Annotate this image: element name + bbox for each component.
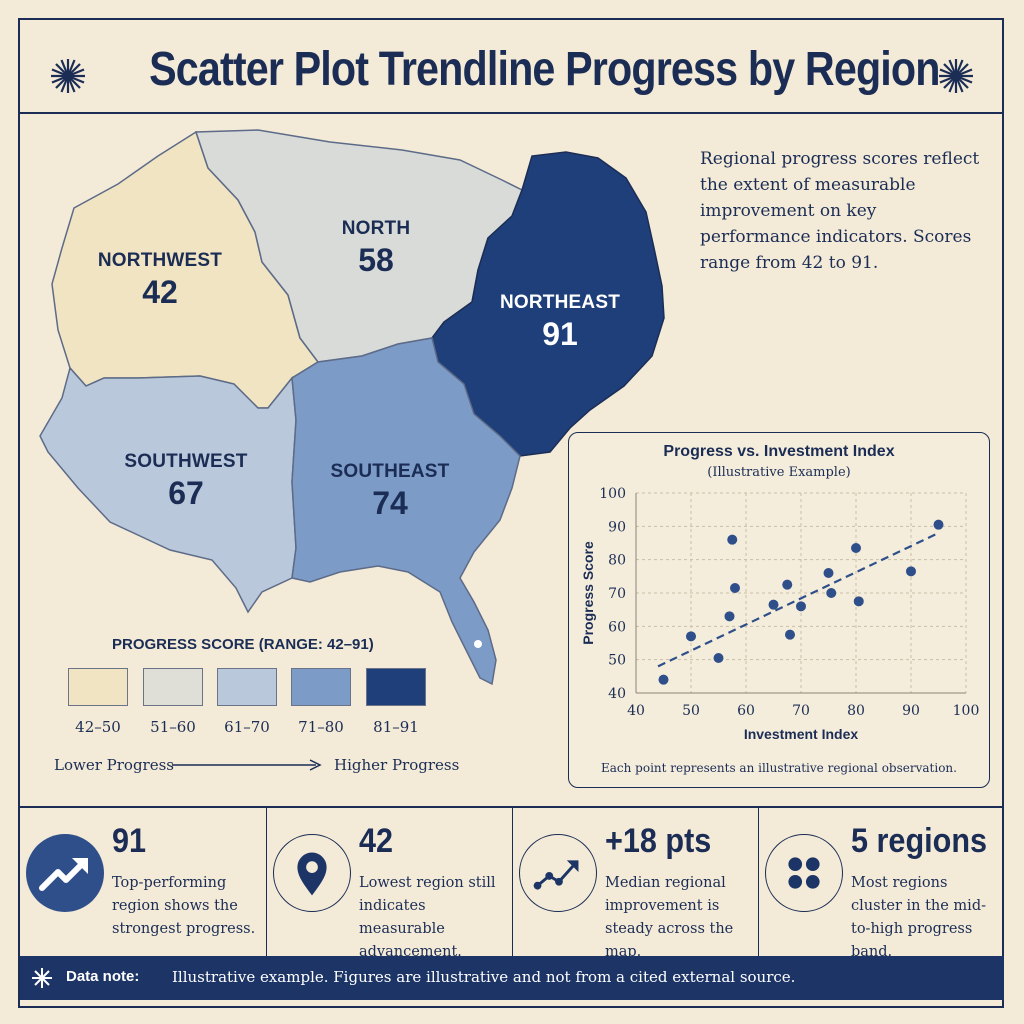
y-tick-label: 60	[608, 619, 626, 635]
four-dots-icon	[765, 834, 843, 912]
data-point	[782, 579, 793, 590]
stat-value: 5 regions	[851, 822, 988, 860]
region-label-southeast: SOUTHEAST 74	[290, 461, 490, 522]
data-point	[727, 534, 738, 545]
region-name: NORTHEAST	[499, 292, 621, 313]
x-axis-label: Investment Index	[744, 726, 859, 742]
scatter-chart-panel: 40 50 60 70 80 90 100 40 50 60 70 80 90 100 Investment…	[568, 432, 990, 788]
legend-low-label: Lower Progress	[54, 756, 174, 774]
legend-swatch	[291, 668, 351, 706]
y-tick-label: 40	[608, 686, 626, 702]
trendline	[657, 532, 939, 668]
intro-text: Regional progress scores reflect the ext…	[700, 149, 980, 273]
region-score: 74	[372, 485, 408, 521]
growth-chart-icon	[519, 834, 597, 912]
data-point	[933, 519, 944, 530]
stat-card: 91 Top-performing region shows the stron…	[20, 808, 266, 956]
stat-description: Top-performing region shows the stronges…	[112, 875, 256, 937]
stat-card: +18 pts Median regional improvement is s…	[512, 808, 758, 960]
x-tick-label: 70	[792, 703, 810, 719]
stat-value: 42	[359, 822, 394, 860]
data-point	[851, 543, 861, 553]
y-tick-label: 50	[608, 653, 626, 669]
y-tick-label: 80	[608, 553, 626, 569]
x-tick-label: 40	[627, 703, 645, 719]
data-note-text: Illustrative example. Figures are illust…	[172, 968, 796, 986]
page-title: Scatter Plot Trendline Progress by Regio…	[149, 43, 940, 96]
legend-swatch	[217, 668, 277, 706]
region-label-northeast: NORTHEAST 91	[460, 292, 660, 353]
region-score: 58	[358, 242, 394, 278]
data-point	[768, 599, 779, 610]
x-tick-label: 80	[847, 703, 865, 719]
starburst-icon	[939, 59, 973, 93]
data-point	[724, 611, 735, 622]
chart-title: Progress vs. Investment Index	[663, 443, 895, 460]
data-point	[785, 629, 795, 640]
data-point	[823, 568, 834, 578]
legend-bin-label: 71–80	[298, 718, 344, 736]
stat-value: +18 pts	[605, 822, 712, 860]
x-tick-label: 50	[682, 703, 700, 719]
y-tick-label: 70	[608, 586, 626, 602]
region-label-northwest: NORTHWEST 42	[60, 250, 260, 311]
data-point	[658, 674, 669, 685]
region-name: SOUTHWEST	[124, 451, 248, 472]
data-point	[906, 566, 916, 577]
region-score: 42	[142, 274, 178, 310]
trending-up-icon	[26, 834, 104, 912]
legend-swatch	[143, 668, 203, 706]
stat-description: Most regions cluster in the mid-to-high …	[851, 875, 986, 960]
scatter-chart: 40 50 60 70 80 90 100 40 50 60 70 80 90 100 Investment…	[580, 486, 980, 742]
region-label-north: NORTH 58	[276, 218, 476, 279]
stat-description: Lowest region still indicates measurable…	[359, 875, 496, 960]
asterisk-icon	[32, 968, 52, 988]
stat-value: 91	[112, 822, 147, 860]
location-pin-icon	[273, 834, 351, 912]
stat-card: 5 regions Most regions cluster in the mi…	[758, 808, 1004, 960]
data-note-bar: Data note: Illustrative example. Figures…	[20, 956, 1004, 1000]
stat-card: 42 Lowest region still indicates measura…	[266, 808, 512, 960]
legend-title: PROGRESS SCORE (RANGE: 42–91)	[112, 636, 374, 653]
region-southeast[interactable]	[291, 337, 521, 686]
y-tick-label: 90	[608, 519, 626, 535]
data-point	[686, 631, 696, 642]
legend-bin-label: 42–50	[75, 718, 121, 736]
starburst-icon	[51, 59, 85, 93]
data-point	[713, 653, 724, 663]
x-tick-label: 90	[902, 703, 920, 719]
data-point	[730, 583, 740, 593]
region-northeast[interactable]	[431, 151, 665, 457]
stats-row: 91 Top-performing region shows the stron…	[20, 806, 1004, 960]
arrow-right-icon	[172, 759, 322, 771]
legend-bin-label: 81–91	[373, 718, 419, 736]
region-score: 67	[168, 475, 204, 511]
data-point	[853, 596, 864, 607]
x-tick-label: 60	[737, 703, 755, 719]
chart-subtitle: (Illustrative Example)	[707, 465, 851, 480]
legend-swatch	[68, 668, 128, 706]
data-point	[796, 601, 806, 612]
region-name: NORTHWEST	[97, 250, 223, 271]
header: Scatter Plot Trendline Progress by Regio…	[20, 20, 1004, 114]
data-note-label: Data note:	[66, 968, 140, 985]
region-map	[39, 129, 665, 686]
legend-high-label: Higher Progress	[334, 756, 460, 774]
region-score: 91	[542, 316, 578, 352]
page-frame	[18, 18, 1004, 1008]
map-city-dot	[474, 640, 482, 648]
legend-bin-label: 61–70	[224, 718, 270, 736]
legend-swatch	[366, 668, 426, 706]
region-name: SOUTHEAST	[330, 461, 450, 482]
chart-note: Each point represents an illustrative re…	[601, 761, 957, 775]
stat-description: Median regional improvement is steady ac…	[605, 875, 734, 960]
y-tick-label: 100	[599, 486, 626, 502]
data-point	[826, 588, 837, 598]
x-tick-label: 100	[953, 703, 980, 719]
y-axis-label: Progress Score	[580, 541, 596, 645]
legend-bin-label: 51–60	[150, 718, 196, 736]
region-label-southwest: SOUTHWEST 67	[86, 451, 286, 512]
region-name: NORTH	[341, 218, 411, 239]
